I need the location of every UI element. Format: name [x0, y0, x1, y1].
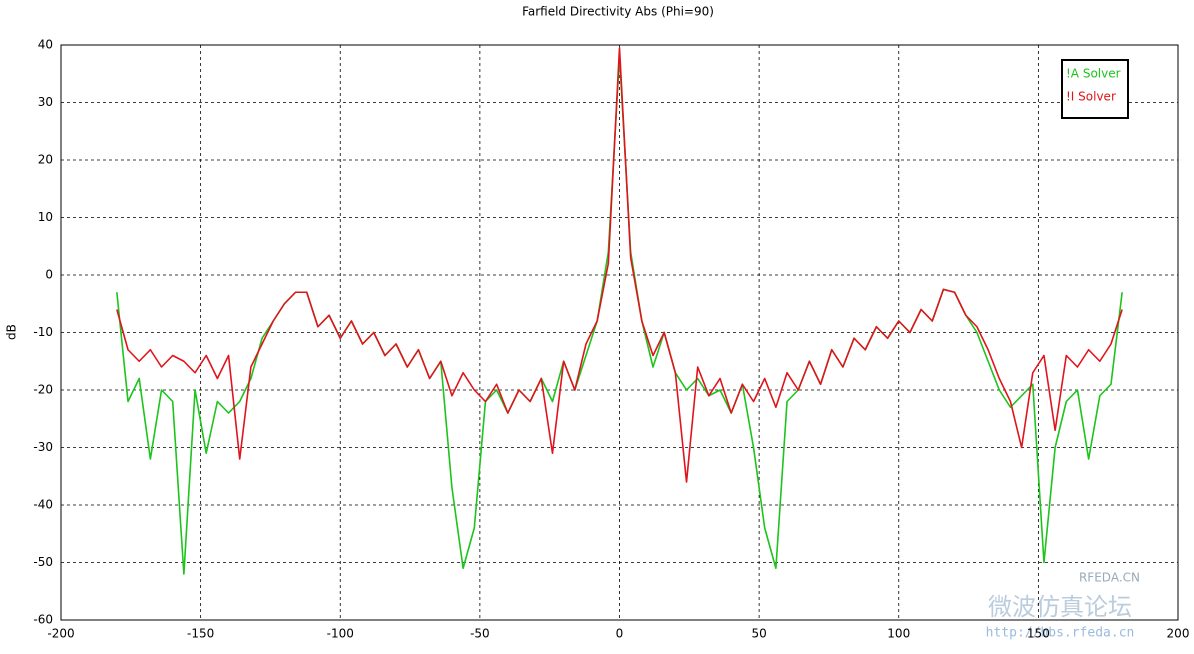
- y-tick-label: -40: [33, 498, 53, 512]
- x-tick-label: 150: [1027, 627, 1050, 641]
- y-tick-label: 30: [38, 95, 53, 109]
- x-tick-label: 50: [751, 627, 766, 641]
- legend-label: !I Solver: [1066, 90, 1116, 104]
- x-tick-label: 100: [887, 627, 910, 641]
- y-tick-label: 20: [38, 153, 53, 167]
- x-tick-label: 200: [1167, 627, 1190, 641]
- legend-box: [1061, 59, 1129, 119]
- y-tick-label: -20: [33, 383, 53, 397]
- x-tick-label: -200: [47, 627, 74, 641]
- y-tick-label: -30: [33, 440, 53, 454]
- y-tick-label: -50: [33, 555, 53, 569]
- y-tick-label: -10: [33, 325, 53, 339]
- legend-label: !A Solver: [1066, 67, 1121, 81]
- watermark: 微波仿真论坛: [988, 593, 1132, 621]
- y-tick-label: 10: [38, 210, 53, 224]
- watermark: http://bbs.rfeda.cn: [986, 626, 1135, 641]
- series-line: [116, 47, 1123, 483]
- plot-frame: [60, 44, 1179, 621]
- x-tick-label: 0: [616, 627, 624, 641]
- y-tick-label: 0: [45, 268, 53, 282]
- chart-title: Farfield Directivity Abs (Phi=90): [522, 5, 714, 19]
- watermark: RFEDA.CN: [1079, 571, 1140, 585]
- x-tick-label: -50: [470, 627, 490, 641]
- y-tick-label: -60: [33, 613, 53, 627]
- y-axis-label: dB: [5, 324, 19, 340]
- y-tick-label: 40: [38, 38, 53, 52]
- x-tick-label: -100: [327, 627, 354, 641]
- x-tick-label: -150: [187, 627, 214, 641]
